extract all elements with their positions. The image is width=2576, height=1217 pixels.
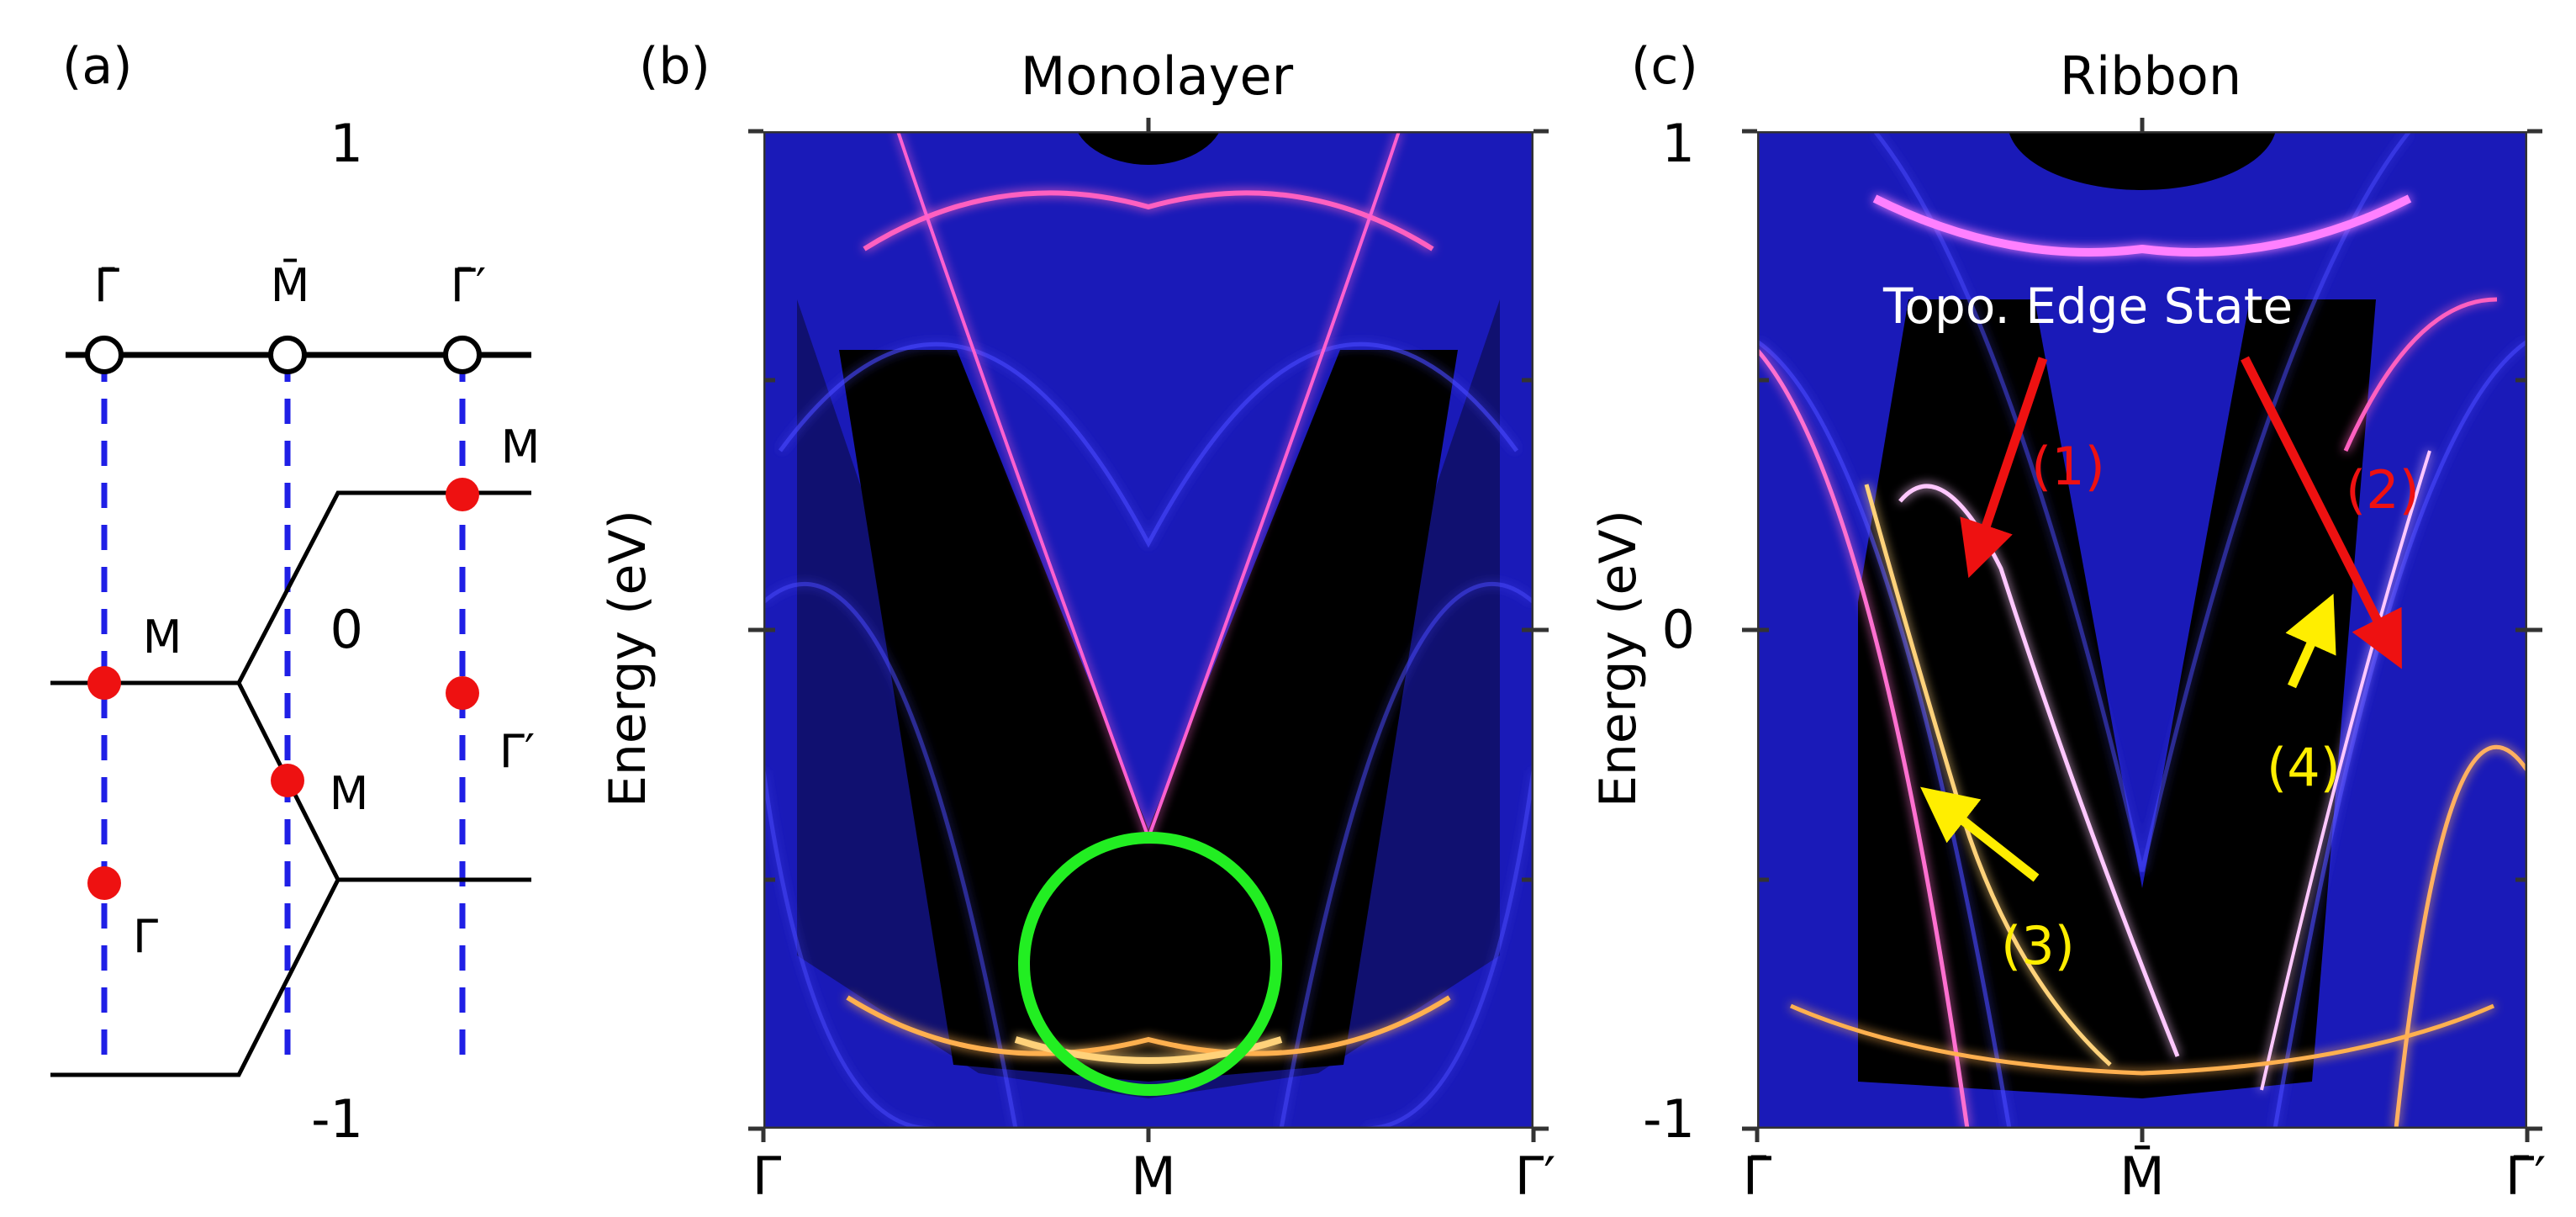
panel-a-diagram [50,336,531,1077]
point-label-m-center: M [329,767,369,820]
panel-c-xtick-gamma: Γ̄ [1742,1146,1772,1207]
plot-c-gap [1858,299,2376,1098]
arrow-label-2: (2) [2346,459,2420,521]
point-label-m-left: M [142,611,182,664]
panel-b-plot [763,131,1533,1129]
arrow-yellow-4 [2285,593,2336,689]
plot-c-bands [1757,131,2527,1129]
panel-a-label: (a) [62,37,133,96]
panel-c-xtick-gamma-prime: Γ̄′ [2505,1146,2547,1207]
panel-b-outer-ticks [748,118,1549,1142]
panel-b-label: (b) [639,37,710,96]
open-circle-m [268,336,307,374]
panel-b-ytick-0: 0 [330,599,363,660]
point-label-m-right: M [500,421,541,474]
panel-b-ytick-1: 1 [330,113,363,174]
arrow-label-4: (4) [2267,737,2341,798]
top-label-m: M̄ [270,259,310,312]
point-label-gamma: Γ [132,910,159,963]
fold-path-upper [50,490,531,685]
fold-path-lower [50,878,340,1077]
arrow-red-2 [2241,356,2402,669]
red-point-gamma-prime [446,676,479,710]
point-label-gamma-prime: Γ′ [499,725,536,778]
plot-b-ticks [763,378,1533,882]
open-circle-gamma-prime [443,336,482,374]
plot-b-bands [763,341,1533,1129]
top-label-gamma-prime: Γ̄′ [450,259,487,312]
topo-edge-state-label: Topo. Edge State [1883,278,2294,335]
panel-c-title: Ribbon [2059,45,2242,107]
open-circle-gamma [85,336,124,374]
plot-c-top-pocket [2009,131,2276,190]
plot-b-gap [839,350,1458,1082]
plot-b-green-circle [1018,832,1282,1096]
panel-b-xtick-gamma: Γ [752,1146,782,1207]
red-point-gamma [87,866,121,900]
plot-c-ticks [1757,378,2527,882]
panel-b-xtick-m: M [1131,1146,1176,1207]
panel-c-xtick-m: M̄ [2119,1146,2165,1207]
arrow-yellow-3 [1920,786,2040,882]
panel-c-ytick-1: 1 [1661,113,1695,174]
panel-b-ytick-neg1: -1 [311,1088,363,1150]
red-point-m-right [446,478,479,511]
panel-c-plot [1757,131,2527,1129]
red-point-m-center [271,764,304,797]
panel-b-xtick-gamma-prime: Γ′ [1514,1146,1556,1207]
panel-c-ytick-0: 0 [1661,599,1695,660]
arrow-red-1 [1960,357,2048,579]
red-point-m-left [87,666,121,700]
panel-c-label: (c) [1631,37,1698,96]
panel-b-ylabel: Energy (eV) [599,510,657,807]
panel-c-ytick-neg1: -1 [1643,1088,1695,1150]
top-label-gamma: Γ̄ [93,259,120,312]
panel-b-title: Monolayer [1020,45,1294,107]
arrow-label-1: (1) [2031,436,2105,497]
arrow-label-3: (3) [2001,915,2075,976]
plot-b-top-pocket [1077,131,1220,165]
panel-c-outer-ticks [1742,118,2542,1142]
